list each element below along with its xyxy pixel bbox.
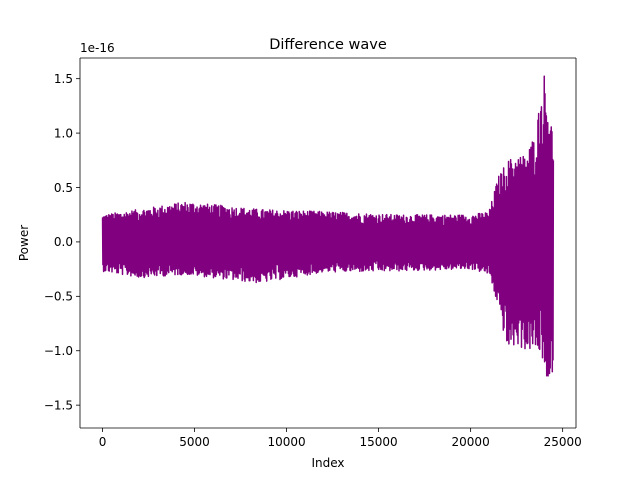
x-tick-label-2: 10000: [267, 435, 305, 449]
series-layer: [101, 75, 555, 377]
y-axis-offset-label: 1e-16: [80, 41, 115, 55]
axes-layer: 0 5000 10000 15000 20000 25000 −1.5 −1.0 −0.5 0.0…: [44, 57, 582, 449]
x-tick-label-3: 15000: [360, 435, 398, 449]
x-axis-label: Index: [311, 456, 344, 470]
series-line-0: [101, 75, 555, 377]
y-tick-label-6: 1.5: [54, 72, 73, 86]
y-tick-label-4: 0.5: [54, 181, 73, 195]
x-tick-label-4: 20000: [452, 435, 490, 449]
y-tick-label-3: 0.0: [54, 235, 73, 249]
y-tick-label-5: 1.0: [54, 126, 73, 140]
y-tick-label-0: −1.5: [44, 398, 73, 412]
y-axis-label: Power: [17, 225, 31, 261]
y-tick-label-2: −0.5: [44, 290, 73, 304]
x-tick-label-0: 0: [99, 435, 107, 449]
chart-title: Difference wave: [269, 37, 387, 53]
x-tick-label-1: 5000: [179, 435, 210, 449]
x-tick-label-5: 25000: [544, 435, 582, 449]
y-tick-label-1: −1.0: [44, 344, 73, 358]
